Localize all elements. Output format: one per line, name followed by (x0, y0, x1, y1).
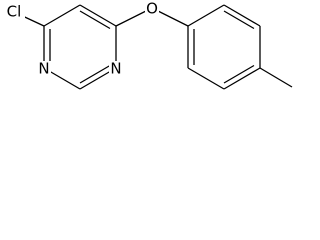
bonds (13, 4, 293, 90)
double-bond (223, 10, 255, 30)
atom-label: N (110, 60, 121, 78)
double-bond (223, 64, 255, 84)
double-bond (79, 64, 111, 84)
double-bond (79, 10, 111, 30)
bond (43, 4, 81, 27)
label-background (109, 61, 123, 77)
label-background (37, 61, 51, 77)
bond (187, 4, 225, 27)
bond (223, 4, 261, 27)
molecule: Cl N N O (3, 0, 293, 90)
label-background (145, 1, 159, 17)
bond (79, 4, 117, 27)
bond (187, 67, 225, 90)
bond (259, 67, 293, 88)
atom-label: N (38, 60, 49, 78)
label-background (3, 3, 25, 21)
page: {"atoms": [{"label": "Cl"}, {"label": "N… (0, 0, 320, 94)
atom-label: Cl (7, 3, 22, 21)
atom-labels: Cl N N O (3, 0, 159, 78)
atom-label: O (146, 0, 158, 18)
bond (223, 67, 261, 90)
